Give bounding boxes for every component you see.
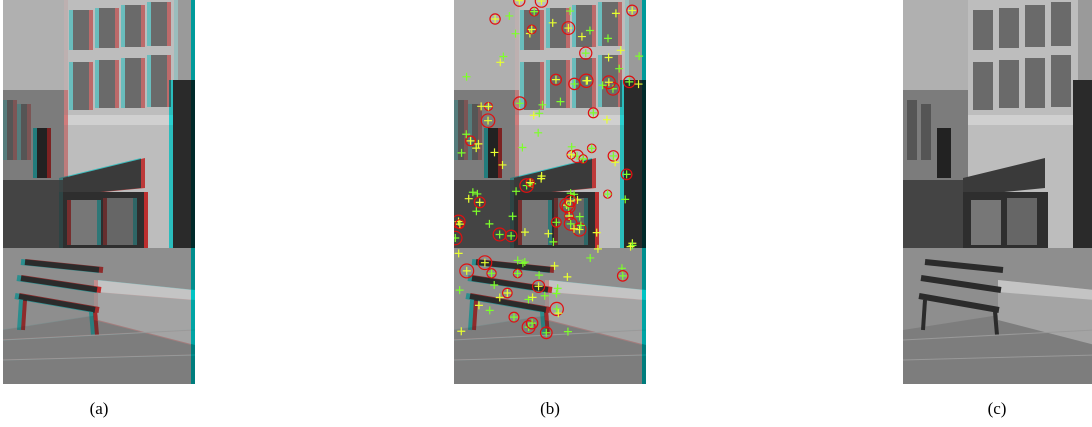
image-c <box>903 0 1092 384</box>
caption: (c) <box>988 399 1007 418</box>
caption: (a) <box>90 399 109 418</box>
image-b <box>449 0 646 384</box>
figure: (a) (b) (c) <box>0 0 1092 427</box>
page: (a) (b) (c) (() => { const data = JSON.p… <box>0 0 1092 427</box>
image-a <box>0 0 195 384</box>
caption: (b) <box>540 399 560 418</box>
